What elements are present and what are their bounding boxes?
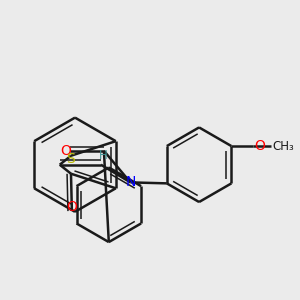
Text: N: N <box>125 176 136 189</box>
Text: O: O <box>254 139 265 153</box>
Text: O: O <box>66 200 77 214</box>
Text: O: O <box>60 144 71 158</box>
Text: H: H <box>98 149 107 162</box>
Text: S: S <box>66 152 74 166</box>
Text: CH₃: CH₃ <box>273 140 294 153</box>
